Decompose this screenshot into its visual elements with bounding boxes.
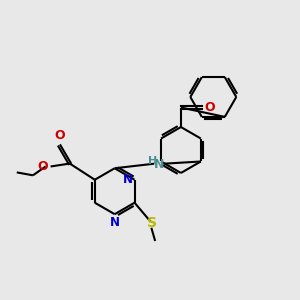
Text: O: O — [38, 160, 48, 173]
Text: O: O — [54, 129, 65, 142]
Text: N: N — [123, 173, 133, 186]
Text: O: O — [205, 101, 215, 114]
Text: N: N — [110, 216, 120, 229]
Text: N: N — [154, 158, 164, 171]
Text: H: H — [148, 156, 157, 166]
Text: S: S — [147, 216, 157, 230]
